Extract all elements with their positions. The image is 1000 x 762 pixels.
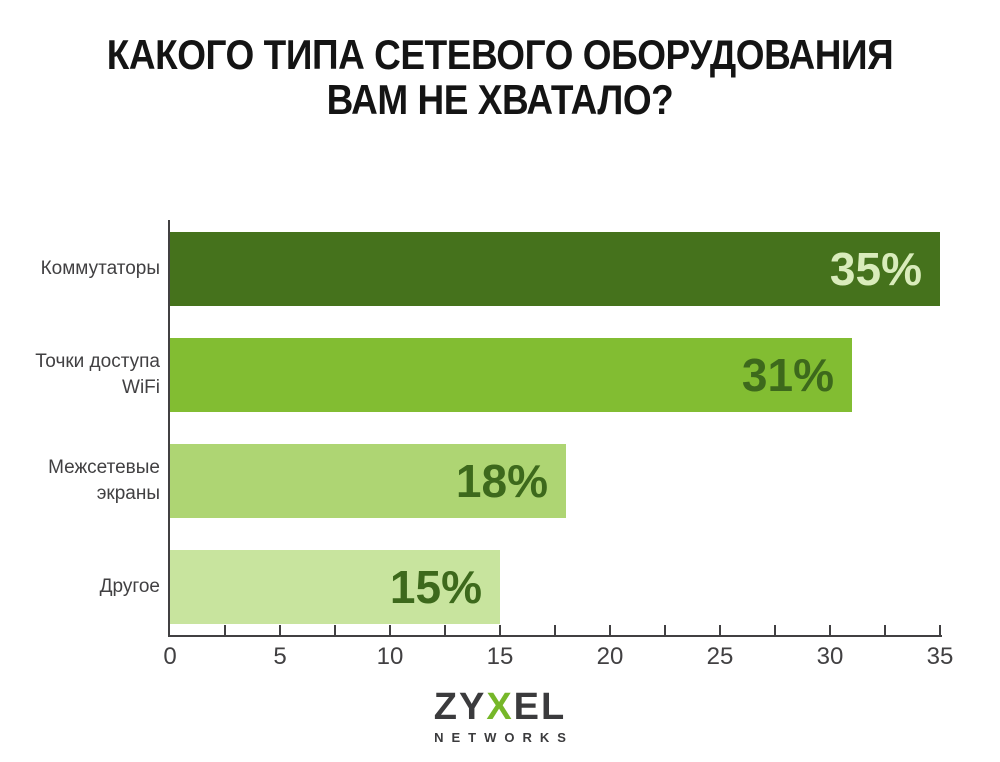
x-axis-tick <box>939 625 941 635</box>
x-axis-tick-label: 15 <box>486 643 514 670</box>
category-label-line: Межсетевые <box>48 457 160 478</box>
x-axis-tick-label: 10 <box>376 643 404 670</box>
chart-title-line2: ВАМ НЕ ХВАТАЛО? <box>326 76 674 124</box>
zyxel-logo-dark-left: ZY <box>433 686 487 728</box>
x-axis-tick <box>279 625 281 635</box>
zyxel-logo-wordmark: ZYXEL <box>0 688 1000 726</box>
category-label-4: Другое <box>0 550 160 624</box>
x-axis-tick <box>719 625 721 635</box>
x-axis-tick-label: 25 <box>706 643 734 670</box>
bar-value-label: 15% <box>389 561 482 613</box>
x-axis-tick-label: 0 <box>163 643 177 670</box>
x-axis-tick <box>389 625 391 635</box>
category-label-line: Другое <box>99 576 160 597</box>
x-axis-tick-label: 20 <box>596 643 624 670</box>
x-axis-tick-label: 35 <box>926 643 954 670</box>
x-axis-tick <box>554 625 556 635</box>
x-axis-tick <box>334 625 336 635</box>
x-axis-tick <box>829 625 831 635</box>
zyxel-logo-subtitle: NETWORKS <box>434 730 574 745</box>
bar-2: 31% <box>170 338 852 412</box>
x-axis-tick-label: 5 <box>273 643 287 670</box>
zyxel-logo-x-icon: X <box>486 686 514 728</box>
category-label-line: экраны <box>96 483 160 504</box>
bar-value-label: 18% <box>455 455 548 507</box>
category-label-line: Точки доступа <box>35 351 160 372</box>
bar-value-label: 31% <box>741 349 834 401</box>
chart-title: КАКОГО ТИПА СЕТЕВОГО ОБОРУДОВАНИЯ ВАМ НЕ… <box>60 32 940 123</box>
category-label-3: Межсетевые экраны <box>0 444 160 518</box>
bar-1: 35% <box>170 232 940 306</box>
x-axis-tick-label: 30 <box>816 643 844 670</box>
bar-chart-plot: 35% 31% 18% 15% 0 5 10 15 20 25 30 35 <box>163 220 953 670</box>
zyxel-logo-dark-right: EL <box>513 686 567 728</box>
x-axis-tick <box>224 625 226 635</box>
x-axis-tick <box>664 625 666 635</box>
chart-title-line1: КАКОГО ТИПА СЕТЕВОГО ОБОРУДОВАНИЯ <box>106 31 894 78</box>
category-label-line: Коммутаторы <box>40 258 160 279</box>
bar-value-label: 35% <box>829 243 922 295</box>
y-axis-line <box>168 220 170 637</box>
bar-3: 18% <box>170 444 566 518</box>
x-axis-tick <box>499 625 501 635</box>
category-label-2: Точки доступа WiFi <box>0 338 160 412</box>
x-axis-tick <box>444 625 446 635</box>
x-axis-tick <box>774 625 776 635</box>
x-axis-tick <box>884 625 886 635</box>
zyxel-logo: ZYXEL NETWORKS <box>0 688 1000 745</box>
x-axis-line <box>168 635 942 637</box>
category-label-line: WiFi <box>122 377 160 398</box>
bar-4: 15% <box>170 550 500 624</box>
category-label-1: Коммутаторы <box>0 232 160 306</box>
x-axis-tick <box>609 625 611 635</box>
